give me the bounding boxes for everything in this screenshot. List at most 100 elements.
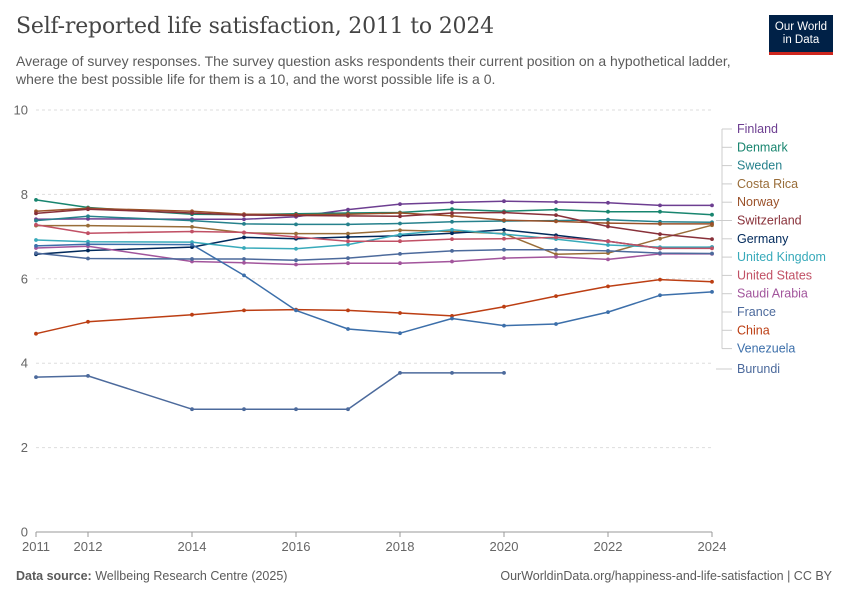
legend-item-burundi[interactable]: Burundi — [737, 362, 780, 376]
data-point[interactable] — [450, 219, 454, 224]
data-point[interactable] — [450, 214, 454, 218]
series-united-states[interactable] — [34, 222, 714, 251]
data-point[interactable] — [34, 222, 38, 227]
data-point[interactable] — [346, 308, 350, 313]
data-point[interactable] — [606, 257, 610, 262]
data-point[interactable] — [606, 243, 610, 247]
data-point[interactable] — [242, 213, 246, 218]
data-point[interactable] — [450, 314, 454, 318]
series-burundi[interactable] — [34, 371, 506, 412]
data-point[interactable] — [34, 251, 38, 256]
data-point[interactable] — [450, 211, 454, 215]
data-point[interactable] — [450, 207, 454, 212]
data-point[interactable] — [346, 239, 350, 244]
data-point[interactable] — [294, 407, 298, 412]
data-point[interactable] — [242, 260, 246, 265]
legend-item-costa-rica[interactable]: Costa Rica — [737, 177, 798, 191]
data-point[interactable] — [554, 235, 558, 240]
data-point[interactable] — [346, 327, 350, 331]
data-point[interactable] — [242, 246, 246, 250]
data-point[interactable] — [190, 242, 194, 247]
data-point[interactable] — [554, 247, 558, 252]
data-point[interactable] — [294, 231, 298, 236]
data-point[interactable] — [34, 218, 38, 223]
data-point[interactable] — [502, 199, 506, 204]
data-point[interactable] — [86, 231, 90, 236]
data-point[interactable] — [190, 218, 194, 223]
legend[interactable]: Finland Denmark Sweden Costa Rica Norway Swit… — [716, 122, 826, 376]
data-point[interactable] — [450, 227, 454, 232]
data-point[interactable] — [502, 232, 506, 237]
data-point[interactable] — [242, 235, 246, 240]
legend-item-sweden[interactable]: Sweden — [737, 159, 782, 173]
data-point[interactable] — [658, 277, 662, 282]
data-point[interactable] — [502, 247, 506, 252]
data-point[interactable] — [502, 256, 506, 260]
data-point[interactable] — [554, 294, 558, 298]
series-line[interactable] — [35, 278, 713, 335]
data-point[interactable] — [606, 200, 610, 205]
data-point[interactable] — [242, 230, 246, 235]
series-line[interactable] — [35, 372, 504, 410]
data-point[interactable] — [554, 252, 558, 257]
data-point[interactable] — [86, 217, 90, 221]
data-point[interactable] — [450, 237, 454, 242]
data-point[interactable] — [242, 217, 246, 222]
data-point[interactable] — [658, 293, 662, 298]
data-point[interactable] — [294, 246, 298, 251]
legend-item-united-kingdom[interactable]: United Kingdom — [737, 250, 826, 264]
data-point[interactable] — [34, 211, 38, 216]
data-point[interactable] — [554, 213, 558, 218]
data-point[interactable] — [658, 246, 662, 251]
series-china[interactable] — [34, 277, 714, 336]
data-point[interactable] — [398, 331, 402, 336]
data-point[interactable] — [710, 222, 714, 226]
data-point[interactable] — [398, 214, 402, 219]
data-point[interactable] — [190, 225, 194, 229]
data-point[interactable] — [242, 257, 246, 261]
data-point[interactable] — [450, 371, 454, 375]
data-point[interactable] — [34, 244, 38, 248]
data-point[interactable] — [554, 200, 558, 204]
data-point[interactable] — [398, 202, 402, 207]
data-point[interactable] — [294, 213, 298, 218]
legend-item-venezuela[interactable]: Venezuela — [737, 342, 795, 356]
data-point[interactable] — [86, 242, 90, 247]
data-point[interactable] — [346, 235, 350, 239]
data-point[interactable] — [658, 222, 662, 226]
data-point[interactable] — [502, 236, 506, 241]
data-point[interactable] — [34, 198, 38, 202]
series-france[interactable] — [34, 247, 714, 263]
data-point[interactable] — [606, 221, 610, 226]
data-point[interactable] — [190, 211, 194, 215]
data-point[interactable] — [398, 261, 402, 266]
data-point[interactable] — [554, 207, 558, 212]
data-point[interactable] — [86, 256, 90, 261]
data-point[interactable] — [658, 232, 662, 237]
data-point[interactable] — [86, 223, 90, 228]
data-point[interactable] — [658, 251, 662, 256]
data-point[interactable] — [450, 249, 454, 253]
data-point[interactable] — [606, 209, 610, 214]
data-point[interactable] — [398, 311, 402, 315]
legend-item-united-states[interactable]: United States — [737, 268, 812, 282]
legend-item-norway[interactable]: Norway — [737, 195, 780, 209]
legend-item-france[interactable]: France — [737, 305, 776, 319]
legend-item-denmark[interactable]: Denmark — [737, 140, 788, 154]
data-point[interactable] — [710, 212, 714, 217]
data-point[interactable] — [398, 232, 402, 237]
data-point[interactable] — [606, 284, 610, 289]
data-point[interactable] — [710, 290, 714, 294]
data-point[interactable] — [710, 251, 714, 256]
data-point[interactable] — [346, 231, 350, 236]
data-point[interactable] — [450, 316, 454, 321]
series-switzerland[interactable] — [34, 207, 714, 242]
data-point[interactable] — [658, 236, 662, 241]
data-point[interactable] — [294, 222, 298, 227]
data-point[interactable] — [450, 259, 454, 264]
legend-item-saudi-arabia[interactable]: Saudi Arabia — [737, 287, 808, 301]
data-point[interactable] — [502, 323, 506, 328]
data-point[interactable] — [554, 255, 558, 259]
data-point[interactable] — [34, 375, 38, 379]
data-point[interactable] — [658, 209, 662, 214]
